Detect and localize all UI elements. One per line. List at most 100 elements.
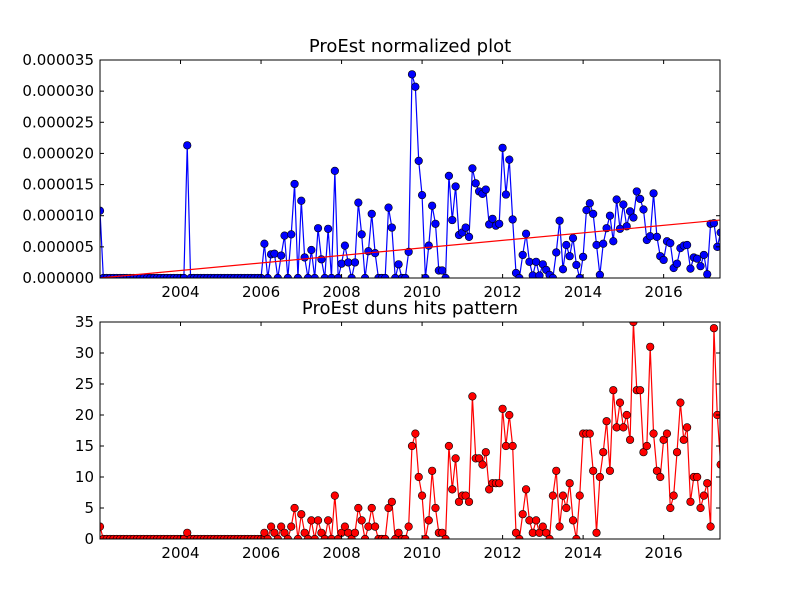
data-point <box>716 460 720 469</box>
data-point <box>431 503 440 513</box>
data-point <box>481 185 490 194</box>
data-point <box>347 273 356 278</box>
data-point <box>488 214 497 223</box>
data-point <box>340 241 350 250</box>
data-point <box>100 522 105 531</box>
data-point <box>565 252 574 261</box>
data-point <box>595 270 604 278</box>
data-point <box>475 454 484 463</box>
data-point <box>693 472 702 482</box>
data-point <box>411 429 420 438</box>
y-tick-label: 5 <box>84 499 94 517</box>
data-point <box>428 201 437 210</box>
data-point <box>324 224 333 233</box>
data-point <box>330 491 339 500</box>
data-point <box>424 241 433 250</box>
data-point <box>636 386 645 395</box>
data-point <box>716 228 720 237</box>
data-point <box>679 435 688 444</box>
x-tick-label: 2008 <box>322 283 360 301</box>
data-point <box>324 516 333 525</box>
data-point <box>270 249 279 258</box>
data-point <box>280 231 289 240</box>
y-tick-label: 0.000030 <box>22 82 94 100</box>
data-point <box>495 219 504 228</box>
data-point <box>719 482 720 485</box>
data-point <box>283 534 292 539</box>
data-point <box>297 510 306 519</box>
data-point <box>629 213 638 222</box>
data-point <box>518 250 527 260</box>
data-point <box>391 273 400 278</box>
data-point <box>438 266 447 275</box>
data-point <box>599 448 608 457</box>
axes-frame <box>99 321 721 540</box>
y-tick-label: 0.000010 <box>22 207 94 225</box>
plot-content <box>100 322 720 539</box>
y-tick-label: 20 <box>75 406 94 424</box>
y-tick-label: 0.000015 <box>22 176 94 194</box>
data-point <box>686 497 695 506</box>
data-point <box>508 441 517 451</box>
data-point <box>263 534 272 539</box>
data-point <box>290 179 299 189</box>
data-point <box>592 240 601 250</box>
data-point <box>448 485 457 494</box>
data-point <box>421 534 430 539</box>
data-point <box>444 171 454 180</box>
data-point <box>532 516 541 525</box>
data-point <box>636 194 645 203</box>
data-point <box>441 534 450 539</box>
data-point <box>642 441 651 451</box>
data-point <box>303 534 313 539</box>
data-point <box>260 528 269 537</box>
y-tick-label: 0.000020 <box>22 144 94 162</box>
x-tick-label: 2010 <box>403 283 441 301</box>
data-point <box>407 441 417 451</box>
data-point <box>639 205 648 214</box>
axes-frame <box>99 59 721 279</box>
data-point <box>485 485 494 494</box>
data-point <box>263 273 272 278</box>
chart-panel-duns-hits: 2004 2006 2008 2010 2012 2014 2016 0 5 10 15 20 25 30… <box>75 298 721 562</box>
x-tick-label: 2012 <box>484 283 522 301</box>
data-point <box>387 497 396 506</box>
data-point <box>555 522 564 531</box>
data-point <box>357 230 366 239</box>
data-point <box>320 534 329 539</box>
y-tick-label: 0.000025 <box>22 113 94 131</box>
data-point <box>404 522 413 531</box>
x-tick-label: 2014 <box>564 544 602 562</box>
x-tick-label: 2004 <box>161 283 199 301</box>
data-point <box>682 240 692 250</box>
y-tick-label: 15 <box>75 437 94 455</box>
data-point <box>280 528 289 537</box>
data-point <box>666 503 675 513</box>
data-point <box>454 497 464 506</box>
data-point <box>317 528 326 537</box>
data-point <box>672 448 682 457</box>
data-point <box>394 260 403 269</box>
data-point <box>300 253 309 262</box>
data-point <box>548 491 558 500</box>
data-point <box>511 528 521 537</box>
data-point <box>659 435 668 444</box>
data-point <box>384 203 393 212</box>
data-point <box>183 528 192 537</box>
x-tick-label: 2016 <box>645 544 683 562</box>
data-point <box>622 410 631 420</box>
data-point <box>592 528 601 537</box>
data-point <box>639 448 648 457</box>
data-point <box>179 273 188 278</box>
data-point <box>521 485 531 494</box>
data-point <box>676 398 685 407</box>
data-point <box>562 503 571 513</box>
data-point <box>709 324 719 333</box>
series-line-0 <box>100 322 720 539</box>
data-point <box>387 223 396 232</box>
data-point <box>625 207 635 216</box>
data-point <box>521 229 531 238</box>
x-tick-label: 2006 <box>242 283 280 301</box>
x-tick-label: 2008 <box>322 544 360 562</box>
